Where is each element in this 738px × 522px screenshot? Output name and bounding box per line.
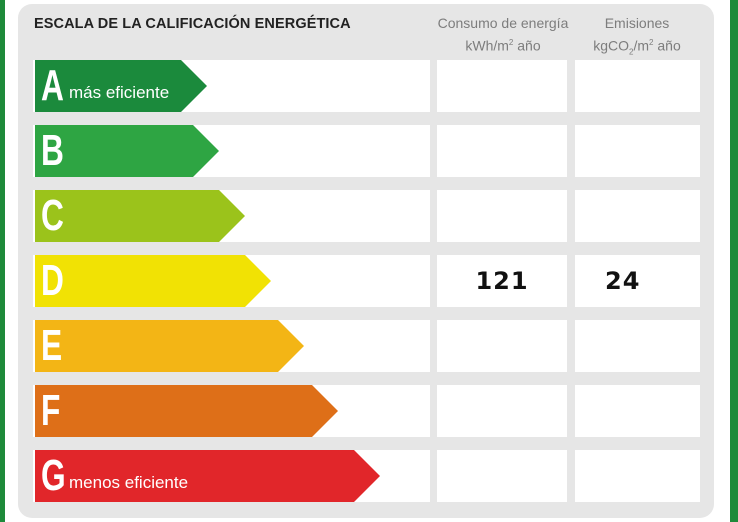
column-header-consumo-unit: kWh/m2 año	[465, 37, 541, 54]
rating-arrow-d: D	[35, 255, 271, 307]
rating-letter: C	[41, 191, 64, 240]
emisiones-cell	[575, 450, 700, 502]
emisiones-cell	[575, 385, 700, 437]
consumo-cell	[437, 190, 567, 242]
rating-letter: D	[41, 256, 64, 305]
rating-letter: E	[41, 321, 63, 370]
emisiones-cell	[575, 190, 700, 242]
rating-letter: F	[41, 386, 61, 435]
rating-arrow-b: B	[35, 125, 219, 177]
rating-description: más eficiente	[69, 83, 170, 102]
consumo-cell	[437, 385, 567, 437]
emisiones-cell	[575, 60, 700, 112]
rating-arrow-f: F	[35, 385, 338, 437]
rating-arrow-e: E	[35, 320, 304, 372]
consumo-cell	[437, 125, 567, 177]
rating-description: menos eficiente	[69, 473, 189, 492]
emisiones-cell	[575, 320, 700, 372]
consumo-cell	[437, 320, 567, 372]
consumo-cell	[437, 60, 567, 112]
emisiones-cell: 24	[575, 255, 700, 307]
column-header-emisiones-line1: Emisiones	[604, 15, 670, 31]
scale-title: ESCALA DE LA CALIFICACIÓN ENERGÉTICA	[34, 16, 351, 32]
rating-letter: G	[41, 451, 66, 500]
rating-arrow-c: C	[35, 190, 245, 242]
column-header-emisiones-unit: kgCO2/m2 año	[593, 37, 681, 57]
emisiones-cell	[575, 125, 700, 177]
column-header-consumo: Consumo de energía kWh/m2 año	[433, 13, 573, 56]
consumo-cell: 121	[437, 255, 567, 307]
rating-letter: B	[41, 126, 64, 175]
column-header-consumo-line1: Consumo de energía	[437, 15, 569, 31]
column-header-emisiones: Emisiones kgCO2/m2 año	[571, 13, 703, 62]
rating-letter: A	[41, 61, 64, 110]
consumo-cell	[437, 450, 567, 502]
